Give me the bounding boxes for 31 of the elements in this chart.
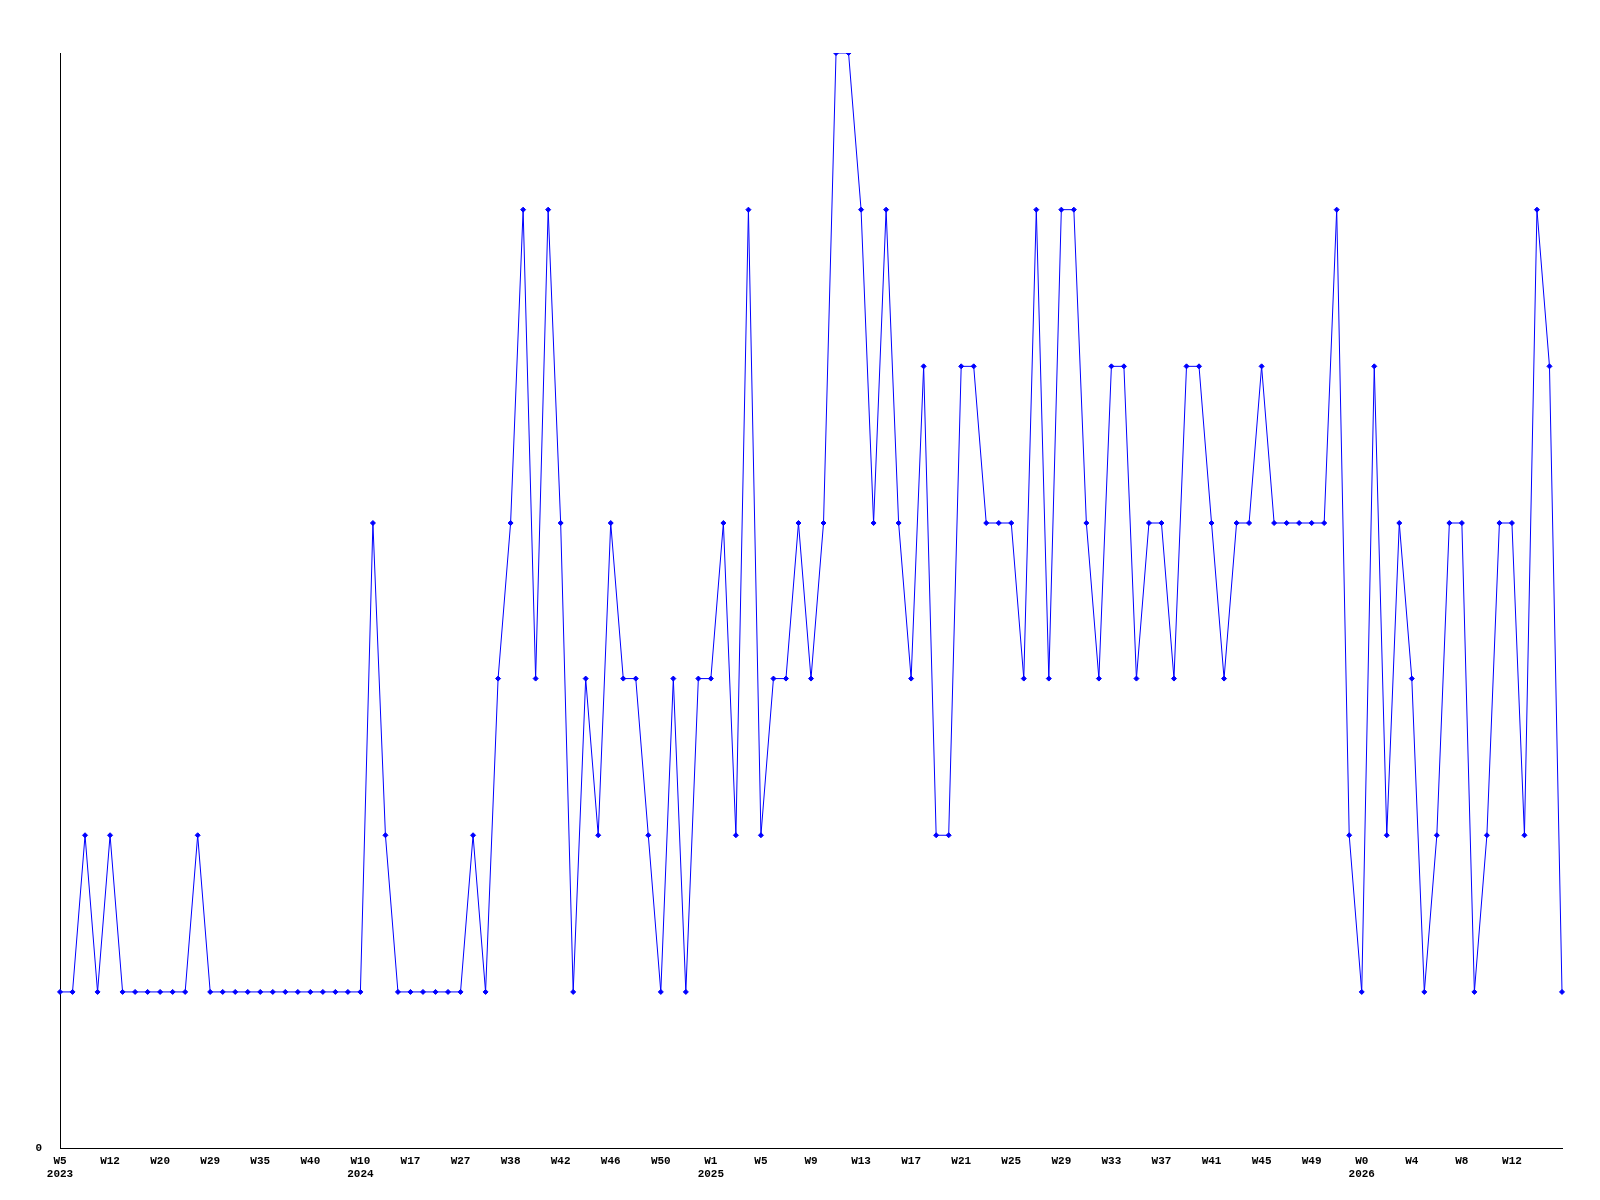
x-tick-label: W20 [150,1154,171,1167]
x-tick-label: W12 [100,1154,120,1167]
x-tick-label: W13 [851,1154,872,1167]
x-tick-label: W21 [951,1154,972,1167]
x-tick-label: W17 [400,1154,421,1167]
x-tick-label: W12 [1502,1154,1522,1167]
x-tick-label: W38 [500,1154,521,1167]
x-tick-label: W50 [650,1154,671,1167]
x-tick-label: W41 [1201,1154,1222,1167]
x-tick-label: W17 [901,1154,922,1167]
x-tick-label: W37 [1151,1154,1172,1167]
x-tick-label: W0 2026 [1348,1154,1375,1181]
text: 0 [35,1142,42,1155]
x-tick-label: W29 [200,1154,221,1167]
x-tick-label: W25 [1001,1154,1022,1167]
x-tick-label: W5 [754,1154,768,1167]
x-tick-label: W40 [300,1154,321,1167]
x-tick-label: W10 2024 [347,1154,374,1181]
x-tick-label: W49 [1301,1154,1322,1167]
x-tick-label: W5 2023 [46,1154,74,1181]
x-tick-label: W46 [600,1154,621,1167]
x-tick-label: W29 [1051,1154,1072,1167]
x-tick-label: W8 [1455,1154,1469,1167]
x-tick-label: W4 [1405,1154,1419,1167]
x-tick-label: W45 [1251,1154,1272,1167]
x-tick-label: W27 [450,1154,471,1167]
x-tick-label: W42 [550,1154,571,1167]
x-tick-label: W35 [250,1154,271,1167]
x-tick-label: W1 2025 [697,1154,725,1181]
x-tick-label: W33 [1101,1154,1122,1167]
x-tick-label: W9 [804,1154,818,1167]
